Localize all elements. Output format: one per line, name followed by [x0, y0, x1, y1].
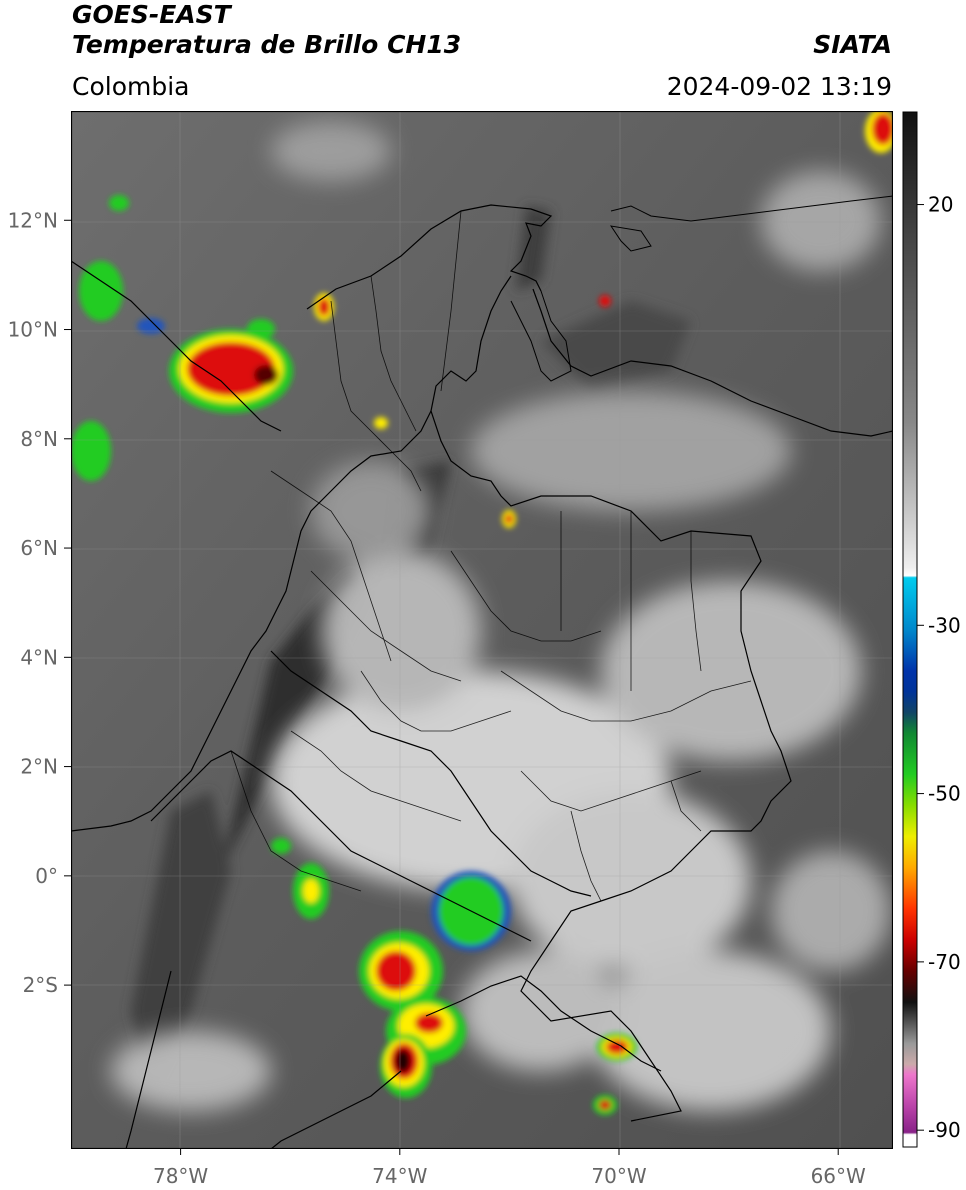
- colorbar-tick-label: -90: [928, 1118, 961, 1142]
- brand-label: SIATA: [813, 30, 892, 59]
- colorbar-tick-label: -70: [928, 950, 961, 974]
- region-label: Colombia: [72, 72, 190, 101]
- latitude-axis: 12°N 10°N 8°N 6°N 4°N 2°N 0° 2°S: [8, 208, 71, 997]
- colorbar-scale: [902, 111, 918, 1148]
- lat-tick-label: 8°N: [20, 427, 58, 451]
- lat-tick-label: 2°N: [20, 755, 58, 779]
- lat-tick-label: 12°N: [8, 208, 58, 232]
- lat-tick-label: 0°: [35, 864, 58, 888]
- map-frame: [71, 111, 893, 1149]
- colorbar-tick-label: -50: [928, 782, 961, 806]
- longitude-axis: 78°W 74°W 70°W 66°W: [153, 1149, 866, 1188]
- department-borders: [230, 210, 752, 902]
- lon-tick-label: 66°W: [811, 1164, 866, 1188]
- lat-tick-label: 6°N: [20, 536, 58, 560]
- lon-tick-label: 70°W: [591, 1164, 646, 1188]
- map-title-satellite: GOES-EAST: [72, 0, 231, 29]
- country-borders: [71, 204, 893, 1149]
- colorbar-tick-label: -30: [928, 613, 961, 637]
- map-title-product: Temperatura de Brillo CH13: [72, 30, 462, 59]
- datetime-label: 2024-09-02 13:19: [666, 72, 892, 101]
- cloud-fields: [111, 121, 891, 1111]
- satellite-map: [71, 111, 893, 1149]
- lon-tick-label: 78°W: [153, 1164, 208, 1188]
- colorbar-ticks: 20 -30 -50 -70 -90: [917, 193, 961, 1142]
- lat-tick-label: 2°S: [23, 973, 58, 997]
- coastline: [510, 195, 893, 382]
- lat-tick-label: 4°N: [20, 645, 58, 669]
- colorbar: 20 -30 -50 -70 -90: [902, 111, 961, 1148]
- lat-tick-label: 10°N: [8, 318, 58, 342]
- lon-tick-label: 74°W: [372, 1164, 427, 1188]
- colorbar-tick-label: 20: [928, 193, 953, 217]
- storm-cells: [71, 111, 893, 1115]
